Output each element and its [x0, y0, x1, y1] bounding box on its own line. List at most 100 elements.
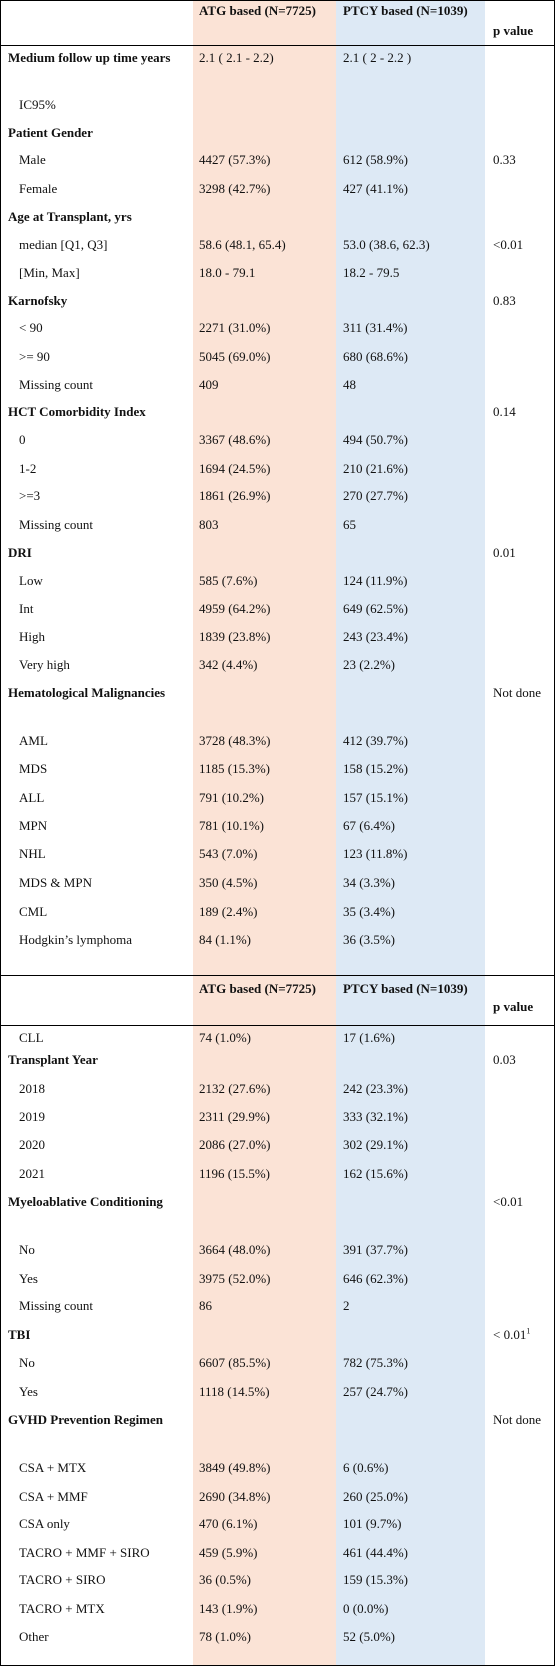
atg-value: 1861 (26.9%) — [199, 488, 271, 503]
atg-value: 3664 (48.0%) — [199, 1242, 271, 1257]
atg-value: 3728 (48.3%) — [199, 733, 271, 748]
row-label: Missing count — [19, 377, 94, 392]
atg-value: 2.1 ( 2.1 - 2.2) — [199, 50, 274, 65]
p-value: Not done — [493, 1412, 542, 1427]
table-row: No 6607 (85.5%) 782 (75.3%) — [0, 1350, 555, 1379]
row-label: AML — [19, 733, 48, 748]
atg-value: 3849 (49.8%) — [199, 1460, 271, 1475]
header-divider — [0, 1025, 555, 1026]
atg-column-shading — [193, 0, 336, 975]
atg-value: 6607 (85.5%) — [199, 1355, 271, 1370]
table-row: MDS & MPN 350 (4.5%) 34 (3.3%) — [0, 870, 555, 899]
section-row: Myeloablative Conditioning <0.01 — [0, 1189, 555, 1237]
row-label: 0 — [19, 432, 26, 447]
section-row: Age at Transplant, yrs — [0, 204, 555, 232]
atg-value: 1694 (24.5%) — [199, 461, 271, 476]
ptcy-value: 210 (21.6%) — [343, 461, 408, 476]
row-label: Missing count — [19, 517, 94, 532]
ptcy-value: 302 (29.1%) — [343, 1137, 408, 1152]
row-label: TACRO + SIRO — [19, 1572, 106, 1587]
table-row: CSA + MTX 3849 (49.8%) 6 (0.6%) — [0, 1455, 555, 1484]
table-row: < 90 2271 (31.0%) 311 (31.4%) — [0, 315, 555, 344]
table-row: NHL 543 (7.0%) 123 (11.8%) — [0, 841, 555, 870]
ptcy-value: 649 (62.5%) — [343, 601, 408, 616]
ptcy-value: 17 (1.6%) — [343, 1030, 395, 1045]
ptcy-value: 427 (41.1%) — [343, 181, 408, 196]
ptcy-value: 782 (75.3%) — [343, 1355, 408, 1370]
row-label: Myeloablative Conditioning — [8, 1194, 163, 1209]
atg-value: 3298 (42.7%) — [199, 181, 271, 196]
ptcy-value: 494 (50.7%) — [343, 432, 408, 447]
ptcy-value: 67 (6.4%) — [343, 818, 395, 833]
ptcy-value: 461 (44.4%) — [343, 1545, 408, 1560]
atg-value: 2271 (31.0%) — [199, 320, 271, 335]
p-value: Not done — [493, 685, 542, 700]
atg-value: 2132 (27.6%) — [199, 1081, 271, 1096]
table-row: 2018 2132 (27.6%) 242 (23.3%) — [0, 1076, 555, 1104]
atg-value: 4427 (57.3%) — [199, 152, 271, 167]
table-row: TACRO + MMF + SIRO 459 (5.9%) 461 (44.4%) — [0, 1540, 555, 1567]
ptcy-value: 101 (9.7%) — [343, 1516, 402, 1531]
ptcy-value: 48 — [343, 377, 356, 392]
atg-value: 791 (10.2%) — [199, 790, 264, 805]
atg-value: 1196 (15.5%) — [199, 1166, 271, 1181]
ptcy-value: 157 (15.1%) — [343, 790, 408, 805]
atg-value: 342 (4.4%) — [199, 657, 258, 672]
row-label: MDS & MPN — [19, 875, 92, 890]
row-label: Age at Transplant, yrs — [8, 209, 132, 224]
header-atg: ATG based (N=7725) — [199, 981, 316, 996]
table-header-row: ATG based (N=7725) PTCY based (N=1039) p… — [0, 0, 555, 45]
table-header-row: ATG based (N=7725) PTCY based (N=1039) p… — [0, 975, 555, 1025]
row-label: Yes — [19, 1271, 38, 1286]
table-row: ALL 791 (10.2%) 157 (15.1%) — [0, 785, 555, 813]
table-row: 2021 1196 (15.5%) 162 (15.6%) — [0, 1161, 555, 1189]
row-label: median [Q1, Q3] — [19, 237, 108, 252]
ptcy-value: 158 (15.2%) — [343, 761, 408, 776]
table-row: AML 3728 (48.3%) 412 (39.7%) — [0, 728, 555, 756]
atg-value: 470 (6.1%) — [199, 1516, 258, 1531]
p-value: 0.01 — [493, 545, 516, 560]
table-row: [Min, Max] 18.0 - 79.1 18.2 - 79.5 — [0, 260, 555, 288]
row-label: IC95% — [19, 97, 56, 112]
atg-value: 585 (7.6%) — [199, 573, 258, 588]
table-row: 2019 2311 (29.9%) 333 (32.1%) — [0, 1104, 555, 1132]
header-p-value: p value — [493, 999, 534, 1014]
ptcy-value: 34 (3.3%) — [343, 875, 395, 890]
table-row: Very high 342 (4.4%) 23 (2.2%) — [0, 652, 555, 680]
p-value: <0.01 — [493, 1194, 524, 1209]
row-label: Karnofsky — [8, 293, 68, 308]
row-label: Patient Gender — [8, 125, 93, 140]
ptcy-value: 65 — [343, 517, 356, 532]
row-label: 1-2 — [19, 461, 37, 476]
ptcy-value: 123 (11.8%) — [343, 846, 408, 861]
row-label: No — [19, 1355, 35, 1370]
ptcy-value: 35 (3.4%) — [343, 904, 395, 919]
baseline-table-part-2: ATG based (N=7725) PTCY based (N=1039) p… — [0, 975, 555, 1666]
atg-value: 1185 (15.3%) — [199, 761, 271, 776]
header-atg: ATG based (N=7725) — [199, 3, 316, 18]
table-border-top — [0, 0, 555, 1]
atg-value: 78 (1.0%) — [199, 1629, 251, 1644]
atg-value: 5045 (69.0%) — [199, 349, 271, 364]
row-label: DRI — [8, 545, 32, 560]
table-row: 1-2 1694 (24.5%) 210 (21.6%) — [0, 456, 555, 483]
row-label: CSA only — [19, 1516, 70, 1531]
header-divider — [0, 45, 555, 46]
row-label: MDS — [19, 761, 48, 776]
table-row: Missing count 803 65 — [0, 512, 555, 540]
atg-value: 781 (10.1%) — [199, 818, 264, 833]
table-row: >=3 1861 (26.9%) 270 (27.7%) — [0, 483, 555, 512]
row-label: Medium follow up time years — [8, 50, 171, 65]
row-label: 2018 — [19, 1081, 45, 1096]
atg-value: 4959 (64.2%) — [199, 601, 271, 616]
row-label: [Min, Max] — [19, 265, 80, 280]
atg-value: 143 (1.9%) — [199, 1601, 258, 1616]
table-border-left — [0, 975, 1, 1666]
table-row: TACRO + SIRO 36 (0.5%) 159 (15.3%) — [0, 1567, 555, 1596]
atg-value: 36 (0.5%) — [199, 1572, 251, 1587]
table-row: 2020 2086 (27.0%) 302 (29.1%) — [0, 1132, 555, 1161]
row-label: TACRO + MMF + SIRO — [19, 1545, 150, 1560]
section-row: HCT Comorbidity Index 0.14 — [0, 399, 555, 427]
table-row: Int 4959 (64.2%) 649 (62.5%) — [0, 596, 555, 624]
ptcy-value: 159 (15.3%) — [343, 1572, 408, 1587]
